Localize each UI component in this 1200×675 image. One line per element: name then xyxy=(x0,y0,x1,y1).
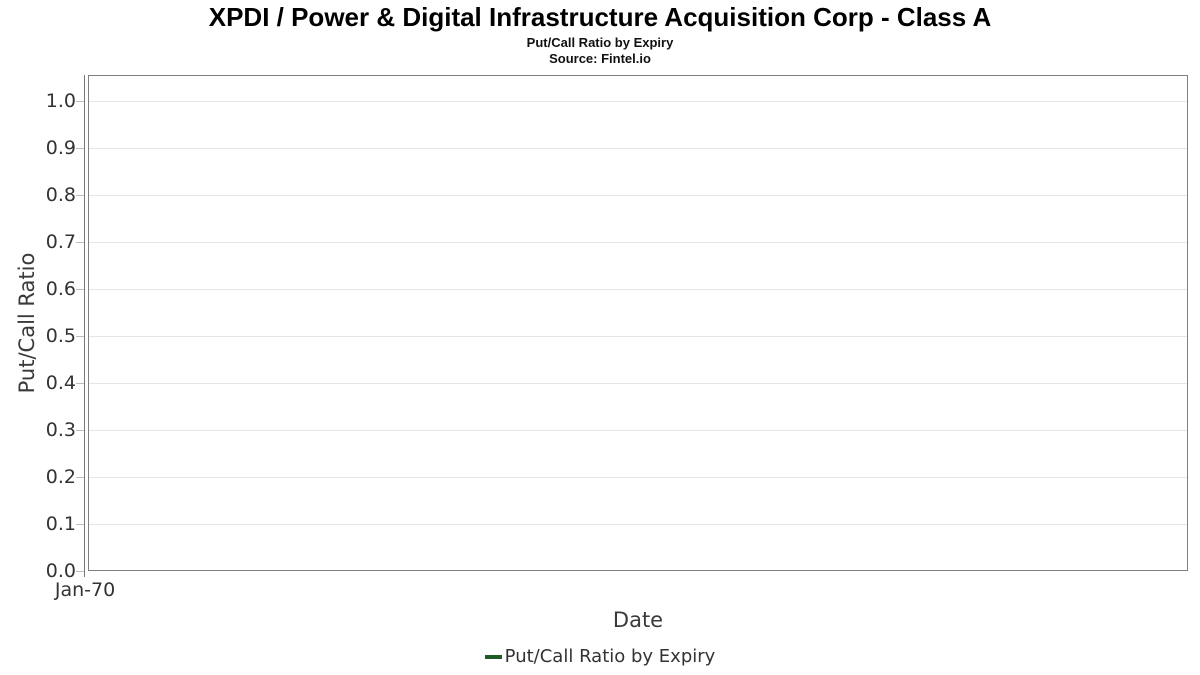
y-axis-line xyxy=(84,75,85,571)
y-tick-label: 0.1 xyxy=(45,513,76,535)
gridline xyxy=(89,430,1187,431)
legend: Put/Call Ratio by Expiry xyxy=(0,645,1200,669)
gridline xyxy=(89,195,1187,196)
y-tick-mark xyxy=(76,289,84,290)
gridline xyxy=(89,336,1187,337)
y-tick-label: 0.9 xyxy=(45,137,76,159)
y-tick-mark xyxy=(76,430,84,431)
chart-subtitle: Put/Call Ratio by Expiry xyxy=(526,35,674,50)
gridline xyxy=(89,524,1187,525)
chart-source: Source: Fintel.io xyxy=(549,51,651,66)
gridline xyxy=(89,383,1187,384)
y-tick-label: 0.8 xyxy=(45,184,76,206)
y-tick-mark xyxy=(76,195,84,196)
x-tick-label: Jan-70 xyxy=(54,579,116,601)
y-tick-mark xyxy=(76,477,84,478)
y-axis-title: Put/Call Ratio xyxy=(15,252,39,394)
y-tick-mark xyxy=(76,242,84,243)
y-tick-mark xyxy=(76,148,84,149)
gridline xyxy=(89,289,1187,290)
y-tick-label: 0.3 xyxy=(45,419,76,441)
y-tick-label: 0.2 xyxy=(45,466,76,488)
y-tick-label: 0.0 xyxy=(45,560,76,582)
y-tick-label: 0.6 xyxy=(45,278,76,300)
y-tick-mark xyxy=(76,571,84,572)
y-tick-label: 0.4 xyxy=(45,372,76,394)
gridline xyxy=(89,477,1187,478)
gridline xyxy=(89,101,1187,102)
gridline xyxy=(89,148,1187,149)
y-tick-label: 0.7 xyxy=(45,231,76,253)
legend-label: Put/Call Ratio by Expiry xyxy=(504,646,716,667)
legend-line-icon xyxy=(484,655,502,659)
plot-area xyxy=(88,75,1188,571)
chart-title: XPDI / Power & Digital Infrastructure Ac… xyxy=(208,2,992,32)
legend-item: Put/Call Ratio by Expiry xyxy=(484,645,716,669)
x-axis-title: Date xyxy=(612,608,664,632)
x-tick-mark xyxy=(84,571,85,577)
gridline xyxy=(89,242,1187,243)
y-tick-mark xyxy=(76,383,84,384)
y-tick-label: 1.0 xyxy=(45,90,76,112)
y-tick-mark xyxy=(76,524,84,525)
y-tick-mark xyxy=(76,101,84,102)
y-tick-label: 0.5 xyxy=(45,325,76,347)
y-tick-mark xyxy=(76,336,84,337)
